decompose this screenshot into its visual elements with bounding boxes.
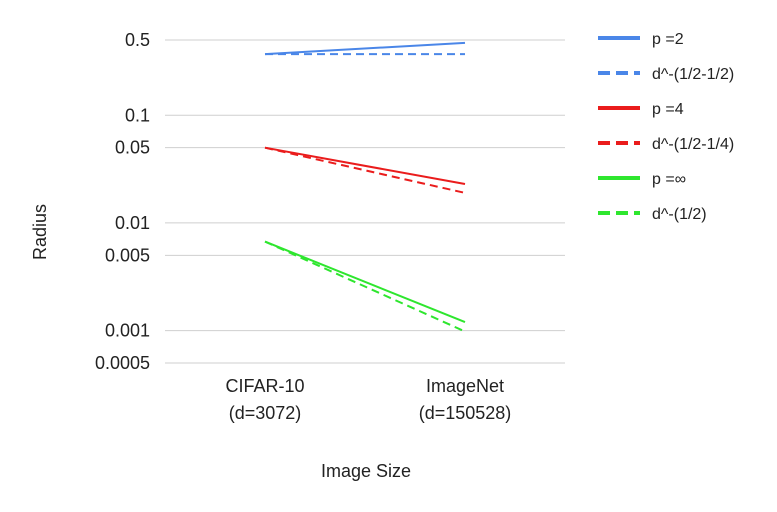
series-line — [264, 146, 466, 194]
x-axis-title: Image Size — [321, 461, 411, 481]
legend: p =2 d^-(1/2-1/2) p =4 d^-(1/2-1/4) p =∞ d^-(… — [598, 31, 734, 223]
series-line — [264, 41, 466, 56]
legend-label: d^-(1/2-1/2) — [652, 66, 734, 83]
x-category-sublabel: (d=3072) — [229, 403, 302, 423]
legend-label: d^-(1/2) — [652, 206, 707, 223]
series-line — [264, 240, 466, 324]
y-tick-label: 0.05 — [115, 138, 150, 158]
x-category-labels: CIFAR-10 (d=3072) ImageNet (d=150528) — [225, 376, 511, 423]
legend-label: p =2 — [652, 31, 684, 48]
grid-lines — [165, 39, 565, 364]
y-tick-label: 0.0005 — [95, 353, 150, 373]
x-category-label: CIFAR-10 — [225, 376, 304, 396]
y-tick-label: 0.5 — [125, 30, 150, 50]
legend-label: p =4 — [652, 101, 684, 118]
y-tick-label: 0.1 — [125, 105, 150, 125]
x-category-sublabel: (d=150528) — [419, 403, 512, 423]
y-tick-label: 0.005 — [105, 245, 150, 265]
series-lines — [264, 41, 466, 333]
legend-label: d^-(1/2-1/4) — [652, 136, 734, 153]
series-line — [264, 240, 466, 333]
y-tick-labels: 0.5 0.1 0.05 0.01 0.005 0.001 0.0005 — [95, 30, 150, 373]
y-axis-title: Radius — [30, 204, 50, 260]
series-line — [264, 146, 466, 185]
x-category-label: ImageNet — [426, 376, 504, 396]
y-tick-label: 0.001 — [105, 321, 150, 341]
legend-label: p =∞ — [652, 171, 686, 188]
y-tick-label: 0.01 — [115, 213, 150, 233]
